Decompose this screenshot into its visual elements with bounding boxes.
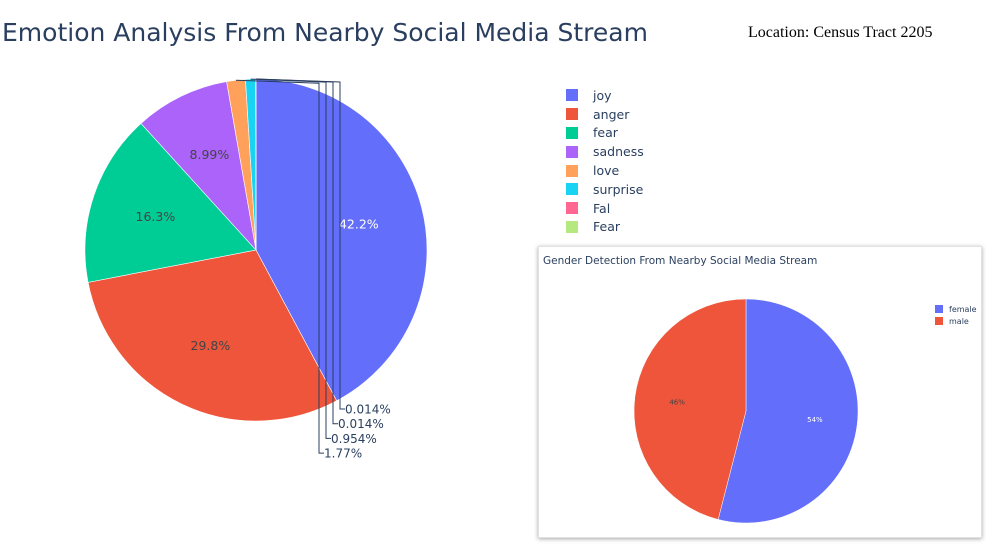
legend-label: anger bbox=[593, 106, 630, 122]
slice-label-female: 54% bbox=[807, 416, 823, 424]
legend-item-fear[interactable]: Fear bbox=[566, 218, 644, 237]
emotion-pie-chart: 42.2%29.8%16.3%8.99%0.014%0.014%0.954%1.… bbox=[84, 78, 428, 461]
legend-item-sadness[interactable]: sadness bbox=[566, 142, 644, 161]
legend-label: sadness bbox=[593, 144, 644, 160]
slice-label-fear: 16.3% bbox=[136, 209, 176, 224]
slice-label-male: 46% bbox=[669, 399, 685, 407]
slice-label-fear: 0.014% bbox=[345, 403, 391, 417]
legend-swatch bbox=[935, 317, 943, 325]
gender-chart-title: Gender Detection From Nearby Social Medi… bbox=[543, 255, 818, 267]
legend-swatch bbox=[566, 89, 578, 102]
leader-line-love bbox=[235, 79, 324, 454]
legend-item-anger[interactable]: anger bbox=[566, 105, 644, 124]
pie-slice-female bbox=[717, 298, 859, 524]
leader-line-surprise bbox=[250, 78, 331, 439]
legend-swatch bbox=[566, 183, 578, 196]
legend-swatch bbox=[566, 220, 578, 233]
legend-label: fear bbox=[593, 125, 618, 141]
legend-label: love bbox=[593, 163, 620, 179]
legend-swatch bbox=[566, 202, 578, 215]
slice-label-love: 1.77% bbox=[324, 447, 362, 461]
legend-label: male bbox=[949, 316, 969, 326]
pie-slice-sadness bbox=[140, 81, 257, 251]
slice-label-surprise: 0.954% bbox=[331, 432, 377, 446]
pie-slice-fear bbox=[84, 123, 257, 283]
legend-item-fear[interactable]: fear bbox=[566, 124, 644, 143]
gender-legend: female male bbox=[935, 303, 977, 327]
emotion-legend: joy anger fear sadness love surprise Fal Fear bbox=[566, 86, 644, 236]
legend-item-surprise[interactable]: surprise bbox=[566, 180, 644, 199]
pie-slice-male bbox=[633, 298, 747, 520]
legend-swatch bbox=[566, 108, 578, 121]
pie-slice-anger bbox=[87, 249, 338, 422]
slice-label-fal: 0.014% bbox=[338, 417, 384, 431]
pie-slice-joy bbox=[255, 78, 428, 402]
legend-label: female bbox=[949, 304, 977, 314]
legend-item-fal[interactable]: Fal bbox=[566, 199, 644, 218]
legend-item-female[interactable]: female bbox=[935, 303, 977, 315]
slice-label-anger: 29.8% bbox=[191, 338, 231, 353]
legend-swatch bbox=[566, 126, 578, 139]
legend-swatch bbox=[566, 145, 578, 158]
slice-label-joy: 42.2% bbox=[339, 217, 379, 232]
gender-pie-chart: 54% 46% bbox=[633, 298, 859, 524]
legend-swatch bbox=[935, 305, 943, 313]
legend-item-joy[interactable]: joy bbox=[566, 86, 644, 105]
chart-title: Emotion Analysis From Nearby Social Medi… bbox=[2, 18, 648, 47]
legend-swatch bbox=[566, 164, 578, 177]
slice-label-sadness: 8.99% bbox=[190, 147, 230, 162]
legend-label: surprise bbox=[593, 181, 644, 197]
legend-label: Fear bbox=[593, 219, 620, 235]
legend-item-love[interactable]: love bbox=[566, 161, 644, 180]
legend-item-male[interactable]: male bbox=[935, 315, 977, 327]
legend-label: Fal bbox=[593, 200, 611, 216]
location-label: Location: Census Tract 2205 bbox=[748, 24, 933, 41]
legend-label: joy bbox=[593, 87, 612, 103]
gender-chart-panel: Gender Detection From Nearby Social Medi… bbox=[538, 246, 982, 538]
